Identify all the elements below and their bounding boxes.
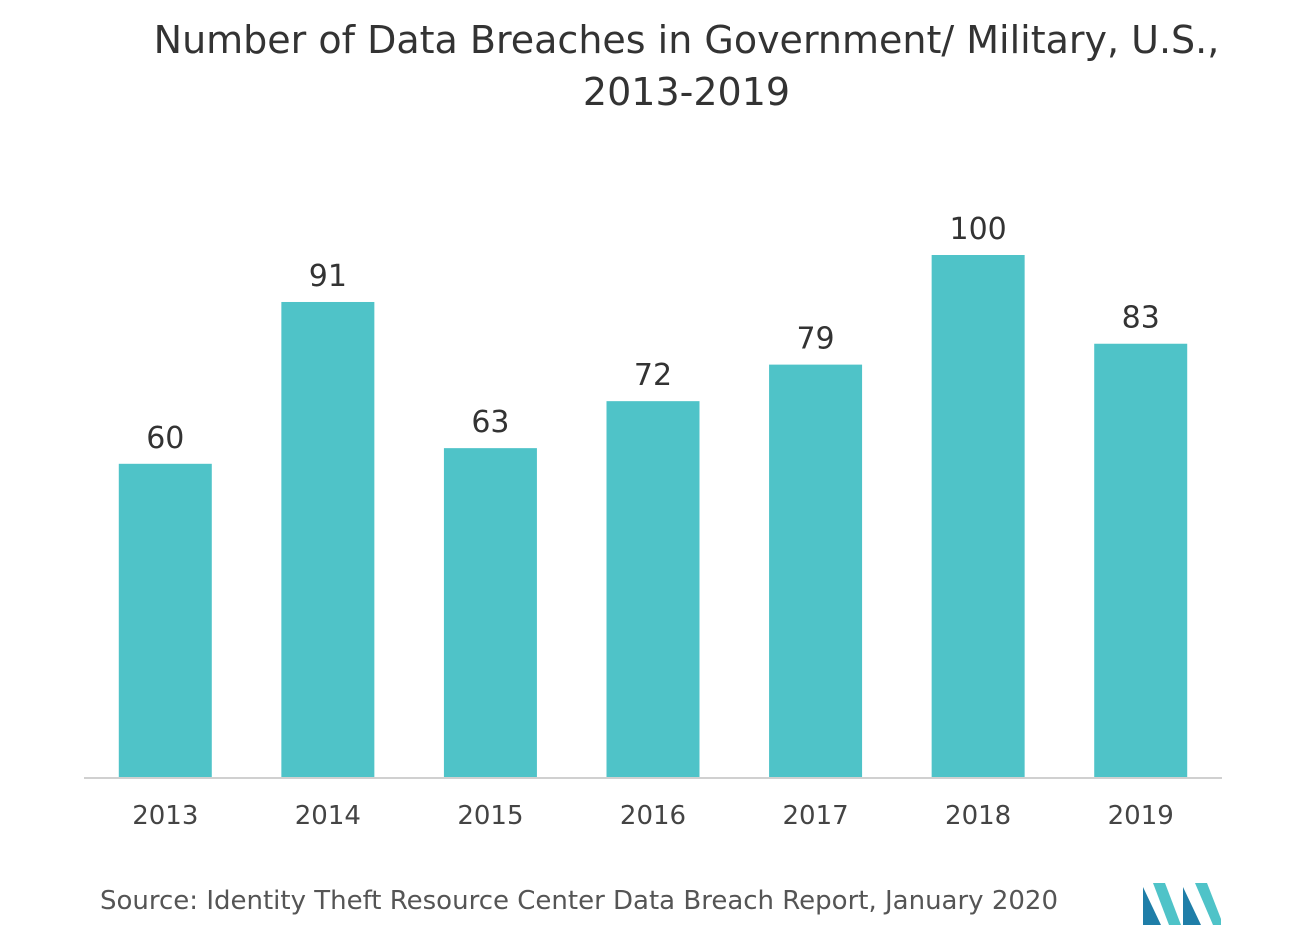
value-label-2017: 79	[796, 322, 834, 357]
x-tick-labels-group: 2013 2014 2015 2016 2017 2018 2019	[132, 801, 1174, 831]
chart-title-line-1: Number of Data Breaches in Government/ M…	[153, 18, 1220, 62]
bar-2018	[931, 255, 1025, 777]
value-label-2014: 91	[309, 259, 347, 294]
value-label-2013: 60	[146, 421, 184, 456]
bar-chart: 60 91 63 72 79 100 83 2013 2014 2015 2016 2017 2018…	[84, 212, 1222, 831]
value-label-2018: 100	[950, 212, 1007, 247]
x-tick-label-2014: 2014	[295, 801, 361, 831]
x-tick-label-2015: 2015	[457, 801, 523, 831]
chart-title: Number of Data Breaches in Government/ M…	[40, 14, 1293, 118]
bar-2016	[606, 401, 700, 777]
logo-shape-2	[1153, 883, 1181, 925]
bar-2013	[118, 463, 212, 777]
logo-shape-1	[1143, 887, 1161, 925]
x-tick-label-2013: 2013	[132, 801, 198, 831]
chart-title-line-2: 2013-2019	[582, 70, 791, 114]
value-label-2019: 83	[1122, 301, 1160, 336]
bar-2017	[769, 364, 863, 777]
bar-2014	[281, 301, 375, 777]
value-label-2015: 63	[471, 405, 509, 440]
x-tick-label-2017: 2017	[782, 801, 848, 831]
logo-shape-3	[1183, 887, 1201, 925]
bars-group	[118, 255, 1188, 777]
bar-2015	[443, 448, 537, 777]
source-note: Source: Identity Theft Resource Center D…	[100, 886, 1059, 916]
x-tick-label-2018: 2018	[945, 801, 1011, 831]
value-label-2016: 72	[634, 358, 672, 393]
x-tick-label-2019: 2019	[1108, 801, 1174, 831]
mordor-intelligence-logo-icon	[1143, 883, 1221, 925]
bar-2019	[1094, 343, 1188, 777]
value-labels-group: 60 91 63 72 79 100 83	[146, 212, 1160, 456]
logo-shape-4	[1195, 883, 1221, 925]
x-tick-label-2016: 2016	[620, 801, 686, 831]
